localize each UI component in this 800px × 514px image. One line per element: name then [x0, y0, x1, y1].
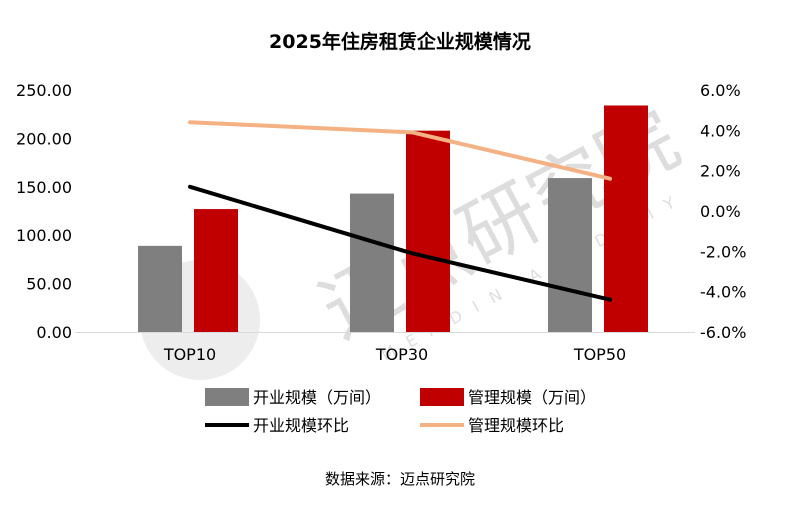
left-tick-label: 200.00	[16, 129, 72, 148]
bar-opening-top30	[350, 193, 394, 332]
legend-label: 管理规模（万间）	[468, 388, 596, 407]
category-label: TOP10	[163, 345, 216, 364]
source-note: 数据来源：迈点研究院	[325, 470, 475, 488]
right-tick-label: -6.0%	[700, 323, 746, 342]
category-label: TOP50	[573, 345, 626, 364]
bar-managed-top30	[406, 130, 450, 332]
bar-opening-top10	[138, 245, 182, 332]
bar-managed-top50	[604, 105, 648, 332]
right-tick-label: 2.0%	[700, 162, 741, 181]
bar-managed-top10	[194, 209, 238, 332]
left-tick-label: 100.00	[16, 226, 72, 245]
legend-label: 开业规模环比	[253, 416, 349, 435]
right-tick-label: 0.0%	[700, 202, 741, 221]
bar-opening-top50	[548, 178, 592, 332]
legend-label: 管理规模环比	[468, 416, 564, 435]
legend-swatch	[205, 388, 249, 406]
right-tick-label: -2.0%	[700, 242, 746, 261]
right-tick-label: -4.0%	[700, 283, 746, 302]
right-tick-label: 6.0%	[700, 81, 741, 100]
right-tick-label: 4.0%	[700, 121, 741, 140]
left-tick-label: 250.00	[16, 81, 72, 100]
category-label: TOP30	[375, 345, 428, 364]
left-tick-label: 150.00	[16, 178, 72, 197]
left-tick-label: 50.00	[26, 275, 72, 294]
left-tick-label: 0.00	[36, 323, 72, 342]
legend-swatch	[420, 388, 464, 406]
chart-title: 2025年住房租赁企业规模情况	[269, 30, 531, 53]
legend-label: 开业规模（万间）	[253, 388, 381, 407]
